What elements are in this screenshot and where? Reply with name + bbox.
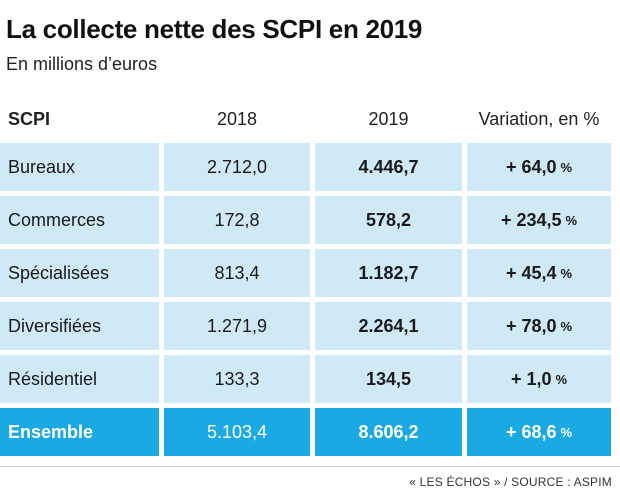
row-variation-value: + 78,0 — [505, 315, 557, 336]
table-row: Diversifiées 1.271,9 2.264,1 + 78,0% — [0, 302, 616, 350]
row-variation-unit: % — [560, 318, 573, 334]
row-value-2019: 1.182,7 — [315, 249, 462, 297]
row-value-2018: 2.712,0 — [164, 143, 310, 191]
column-header-variation: Variation, en % — [478, 108, 600, 129]
row-value-2018: 133,3 — [164, 355, 310, 403]
table-row: Spécialisées 813,4 1.182,7 + 45,4% — [0, 249, 616, 297]
row-variation-unit: % — [565, 212, 578, 228]
table-row: Résidentiel 133,3 134,5 + 1,0% — [0, 355, 616, 403]
row-value-2019: 2.264,1 — [315, 302, 462, 350]
row-variation: + 234,5% — [467, 196, 611, 244]
table-body: Bureaux 2.712,0 4.446,7 + 64,0% Commerces 172… — [0, 143, 616, 403]
row-value-2019: 4.446,7 — [315, 143, 462, 191]
row-variation-unit: % — [560, 159, 573, 175]
row-value-2018: 1.271,9 — [164, 302, 310, 350]
row-variation: + 1,0% — [467, 355, 611, 403]
row-value-2018: 813,4 — [164, 249, 310, 297]
row-variation: + 78,0% — [467, 302, 611, 350]
total-label: Ensemble — [0, 408, 159, 456]
total-variation: + 68,6% — [467, 408, 611, 456]
row-value-2018: 172,8 — [164, 196, 310, 244]
table-row: Commerces 172,8 578,2 + 234,5% — [0, 196, 616, 244]
row-label: Spécialisées — [0, 249, 159, 297]
row-variation-unit: % — [560, 265, 573, 281]
row-variation-value: + 234,5 — [500, 209, 562, 230]
total-variation-unit: % — [560, 424, 573, 440]
table-header-row: SCPI 2018 2019 Variation, en % — [0, 100, 616, 138]
table-total-row: Ensemble 5.103,4 8.606,2 + 68,6% — [0, 408, 616, 456]
row-value-2019: 134,5 — [315, 355, 462, 403]
source-footer: « LES ÉCHOS » / SOURCE : ASPIM — [409, 475, 612, 489]
row-variation-unit: % — [555, 371, 568, 387]
row-label: Bureaux — [0, 143, 159, 191]
chart-subtitle: En millions d’euros — [6, 54, 158, 74]
total-variation-value: + 68,6 — [505, 421, 557, 442]
column-header-2019: 2019 — [368, 108, 409, 129]
table-row: Bureaux 2.712,0 4.446,7 + 64,0% — [0, 143, 616, 191]
row-value-2019: 578,2 — [315, 196, 462, 244]
total-2019: 8.606,2 — [315, 408, 462, 456]
chart-title: La collecte nette des SCPI en 2019 — [6, 14, 423, 44]
row-variation-value: + 45,4 — [505, 262, 557, 283]
row-variation: + 45,4% — [467, 249, 611, 297]
column-header-scpi: SCPI — [8, 108, 51, 129]
row-label: Commerces — [0, 196, 159, 244]
row-variation-value: + 64,0 — [505, 156, 557, 177]
row-variation: + 64,0% — [467, 143, 611, 191]
row-variation-value: + 1,0 — [510, 368, 552, 389]
footer-divider — [0, 466, 620, 467]
total-2018: 5.103,4 — [164, 408, 310, 456]
row-label: Diversifiées — [0, 302, 159, 350]
data-table: SCPI 2018 2019 Variation, en % Bureaux 2.… — [0, 100, 616, 461]
column-header-2018: 2018 — [216, 108, 258, 129]
row-label: Résidentiel — [0, 355, 159, 403]
